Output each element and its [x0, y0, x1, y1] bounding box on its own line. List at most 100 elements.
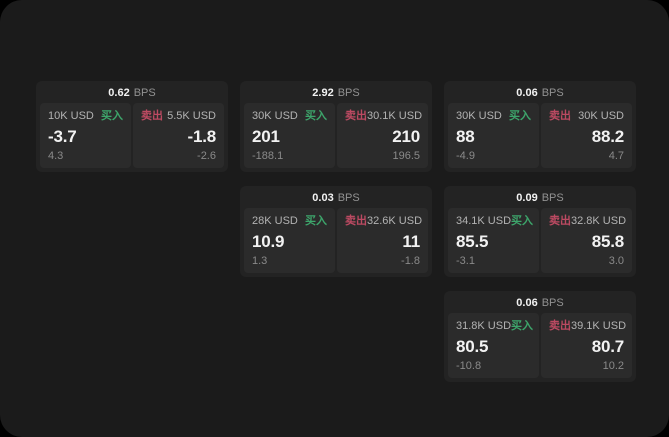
sell-sub-value: -2.6 [197, 150, 216, 162]
sell-quote-value: 80.7 [591, 337, 624, 356]
sell-side-label[interactable]: 卖出 [549, 320, 571, 332]
buy-amount: 30K USD [456, 110, 502, 122]
quote-panels: 34.1K USD 买入 85.5 -3.1 卖出 32.8K USD 85.8… [444, 208, 636, 277]
buy-panel[interactable]: 30K USD 买入 201 -188.1 [244, 103, 335, 168]
sell-quote-value: 85.8 [591, 232, 624, 251]
buy-panel-top: 28K USD 买入 [252, 216, 327, 227]
sell-panel-top: 卖出 39.1K USD [549, 320, 627, 332]
sell-side-label[interactable]: 卖出 [549, 110, 571, 122]
quote-card[interactable]: 2.92 BPS 30K USD 买入 201 -188.1 卖出 30.1K … [240, 81, 432, 172]
bps-value: 2.92 [312, 86, 334, 99]
buy-panel[interactable]: 28K USD 买入 10.9 1.3 [244, 208, 335, 273]
buy-panel-top: 31.8K USD 买入 [456, 320, 534, 332]
sell-sub-value: 3.0 [608, 255, 624, 267]
sell-panel[interactable]: 卖出 30.1K USD 210 196.5 [337, 103, 428, 168]
quote-panels: 28K USD 买入 10.9 1.3 卖出 32.6K USD 11 -1.8 [240, 208, 432, 277]
bps-unit-label: BPS [541, 86, 564, 99]
buy-panel-top: 30K USD 买入 [456, 111, 531, 122]
buy-side-label[interactable]: 买入 [509, 110, 531, 122]
buy-quote-value: -3.7 [48, 127, 77, 146]
sell-quote-value: 210 [392, 127, 420, 146]
buy-sub-value: 1.3 [252, 255, 268, 267]
sell-sub-value: -1.8 [401, 255, 420, 267]
sell-amount: 32.6K USD [367, 215, 423, 227]
sell-panel-top: 卖出 5.5K USD [141, 111, 216, 122]
buy-amount: 34.1K USD [456, 215, 512, 227]
buy-quote-value: 88 [456, 127, 475, 146]
sell-amount: 30K USD [578, 110, 624, 122]
bps-header: 0.06 BPS [444, 81, 636, 103]
sell-amount: 30.1K USD [367, 110, 423, 122]
sell-side-label[interactable]: 卖出 [345, 215, 367, 227]
bps-value: 0.09 [516, 191, 538, 204]
sell-panel-top: 卖出 30K USD [549, 111, 624, 122]
buy-panel-top: 34.1K USD 买入 [456, 215, 534, 227]
sell-panel[interactable]: 卖出 39.1K USD 80.7 10.2 [541, 313, 632, 378]
buy-panel-top: 10K USD 买入 [48, 111, 123, 122]
buy-panel[interactable]: 31.8K USD 买入 80.5 -10.8 [448, 313, 539, 378]
sell-panel[interactable]: 卖出 5.5K USD -1.8 -2.6 [133, 103, 224, 168]
buy-quote-value: 80.5 [456, 337, 489, 356]
quote-panels: 30K USD 买入 201 -188.1 卖出 30.1K USD 210 1… [240, 103, 432, 172]
buy-side-label[interactable]: 买入 [305, 215, 327, 227]
bps-header: 0.09 BPS [444, 186, 636, 208]
quote-card[interactable]: 0.62 BPS 10K USD 买入 -3.7 4.3 卖出 5.5K USD… [36, 81, 228, 172]
sell-amount: 32.8K USD [571, 215, 627, 227]
bps-unit-label: BPS [337, 191, 360, 204]
sell-panel[interactable]: 卖出 30K USD 88.2 4.7 [541, 103, 632, 168]
buy-amount: 30K USD [252, 110, 298, 122]
buy-side-label[interactable]: 买入 [101, 110, 123, 122]
sell-side-label[interactable]: 卖出 [141, 110, 163, 122]
buy-amount: 31.8K USD [456, 320, 512, 332]
sell-panel[interactable]: 卖出 32.6K USD 11 -1.8 [337, 208, 428, 273]
bps-header: 0.03 BPS [240, 186, 432, 208]
buy-side-label[interactable]: 买入 [305, 110, 327, 122]
quote-card[interactable]: 0.06 BPS 30K USD 买入 88 -4.9 卖出 30K USD 8… [444, 81, 636, 172]
sell-panel-top: 卖出 32.6K USD [345, 215, 423, 227]
quote-card[interactable]: 0.06 BPS 31.8K USD 买入 80.5 -10.8 卖出 39.1… [444, 291, 636, 382]
sell-side-label[interactable]: 卖出 [549, 215, 571, 227]
buy-amount: 10K USD [48, 110, 94, 122]
quote-panels: 10K USD 买入 -3.7 4.3 卖出 5.5K USD -1.8 -2.… [36, 103, 228, 172]
buy-side-label[interactable]: 买入 [511, 215, 534, 227]
bps-header: 2.92 BPS [240, 81, 432, 103]
buy-panel[interactable]: 10K USD 买入 -3.7 4.3 [40, 103, 131, 168]
bps-header: 0.06 BPS [444, 291, 636, 313]
cards-grid: 0.62 BPS 10K USD 买入 -3.7 4.3 卖出 5.5K USD… [36, 81, 636, 382]
sell-quote-value: -1.8 [187, 127, 217, 146]
sell-side-label[interactable]: 卖出 [345, 110, 367, 122]
bps-header: 0.62 BPS [36, 81, 228, 103]
buy-quote-value: 201 [252, 127, 280, 146]
buy-side-label[interactable]: 买入 [511, 320, 534, 332]
buy-sub-value: -10.8 [456, 360, 482, 372]
buy-sub-value: -4.9 [456, 150, 475, 162]
buy-quote-value: 85.5 [456, 232, 489, 251]
sell-amount: 5.5K USD [167, 110, 216, 122]
bps-value: 0.06 [516, 296, 538, 309]
sell-panel-top: 卖出 30.1K USD [345, 110, 423, 122]
bps-unit-label: BPS [337, 86, 360, 99]
sell-panel-top: 卖出 32.8K USD [549, 215, 627, 227]
quote-panels: 30K USD 买入 88 -4.9 卖出 30K USD 88.2 4.7 [444, 103, 636, 172]
buy-amount: 28K USD [252, 215, 298, 227]
sell-sub-value: 10.2 [602, 360, 624, 372]
buy-panel[interactable]: 34.1K USD 买入 85.5 -3.1 [448, 208, 539, 273]
buy-sub-value: 4.3 [48, 150, 64, 162]
buy-panel-top: 30K USD 买入 [252, 111, 327, 122]
bps-unit-label: BPS [541, 296, 564, 309]
buy-sub-value: -188.1 [252, 150, 284, 162]
bps-value: 0.62 [108, 86, 130, 99]
buy-panel[interactable]: 30K USD 买入 88 -4.9 [448, 103, 539, 168]
sell-quote-value: 88.2 [591, 127, 624, 146]
sell-quote-value: 11 [402, 232, 420, 251]
sell-sub-value: 196.5 [392, 150, 420, 162]
sell-panel[interactable]: 卖出 32.8K USD 85.8 3.0 [541, 208, 632, 273]
bps-unit-label: BPS [133, 86, 156, 99]
bps-value: 0.03 [312, 191, 334, 204]
quote-card[interactable]: 0.09 BPS 34.1K USD 买入 85.5 -3.1 卖出 32.8K… [444, 186, 636, 277]
bps-unit-label: BPS [541, 191, 564, 204]
sell-sub-value: 4.7 [608, 150, 624, 162]
sell-amount: 39.1K USD [571, 320, 627, 332]
quote-card[interactable]: 0.03 BPS 28K USD 买入 10.9 1.3 卖出 32.6K US… [240, 186, 432, 277]
